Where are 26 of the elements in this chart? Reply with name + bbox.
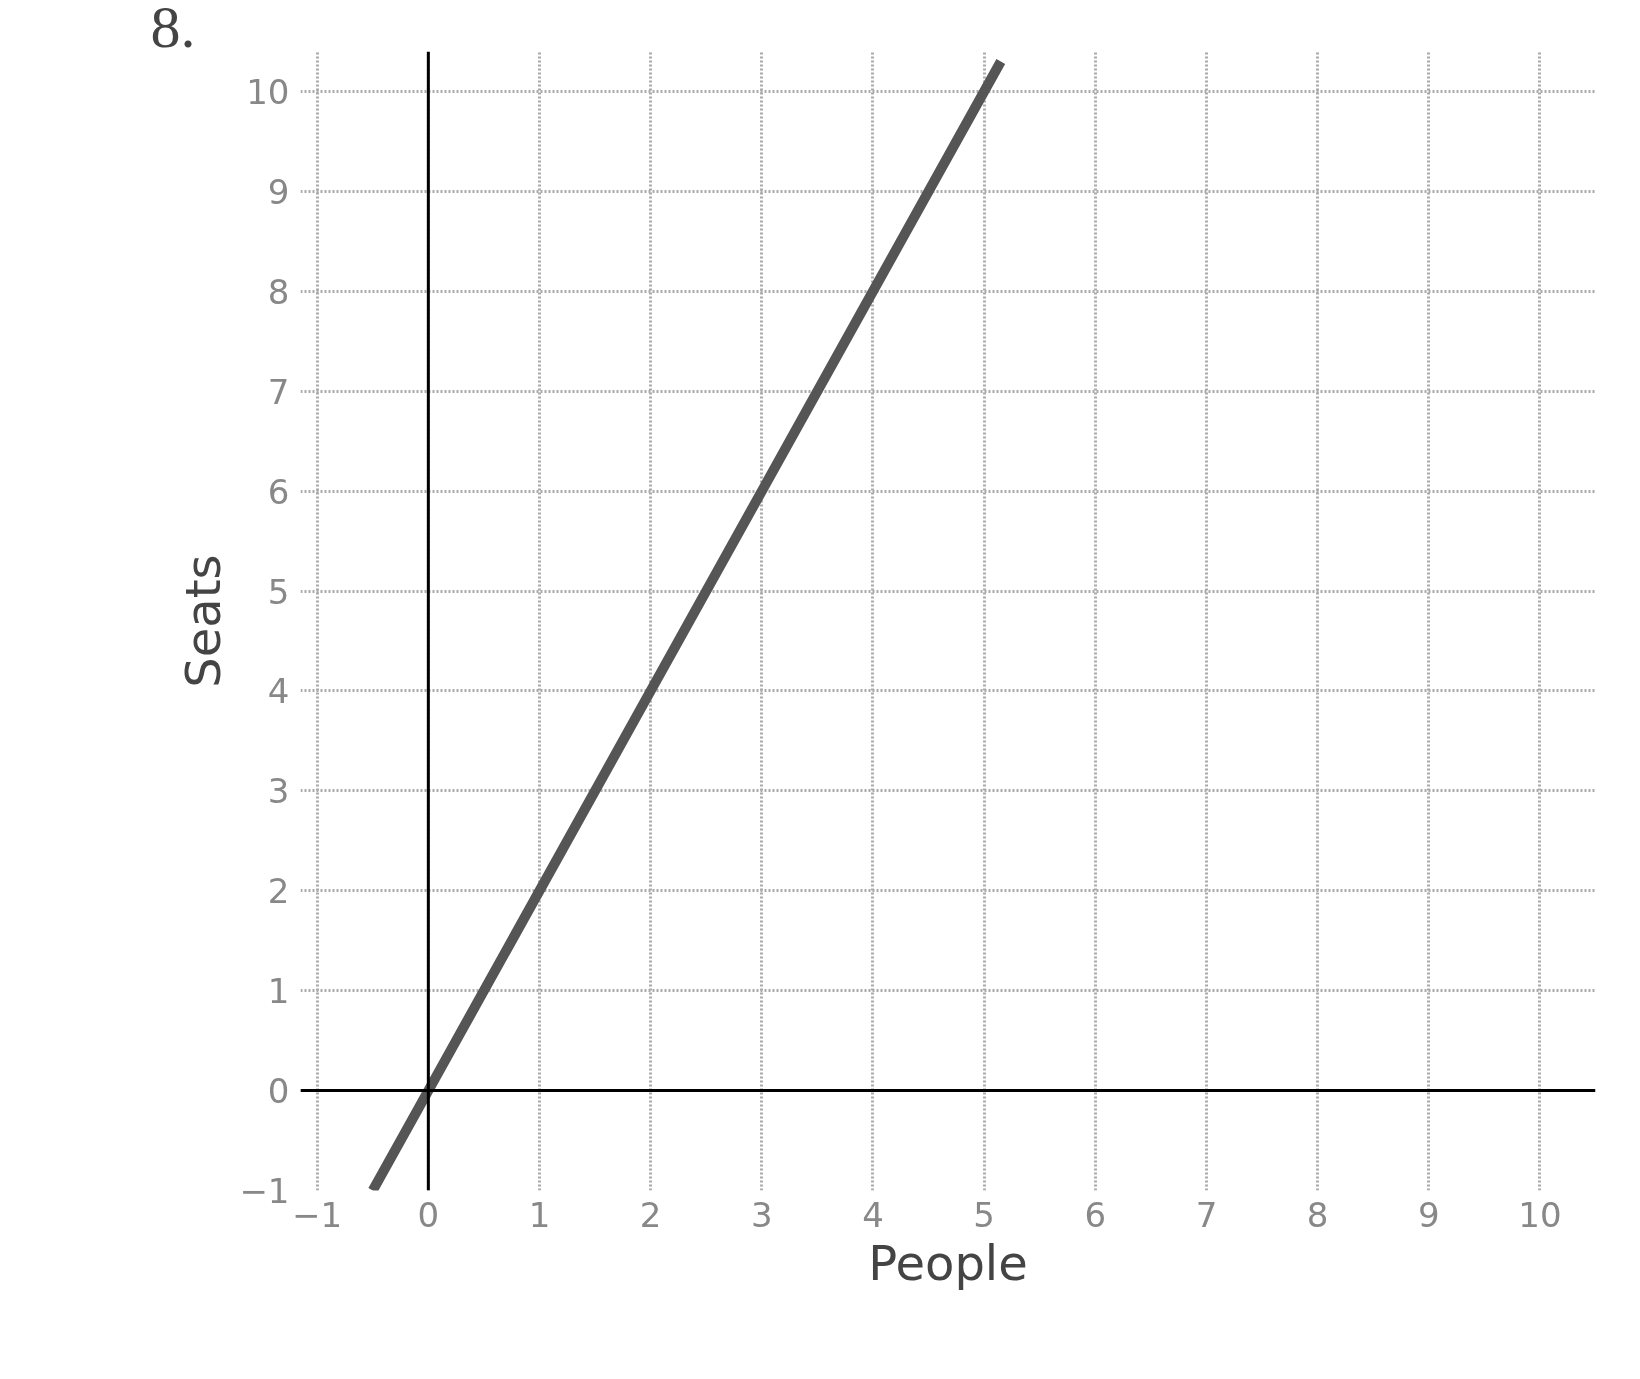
x-tick-label: 0: [417, 1194, 440, 1235]
y-tick-label: 10: [246, 71, 290, 112]
x-tick-label: 8: [1306, 1194, 1329, 1235]
y-tick-label: 8: [267, 271, 290, 312]
chart-title: 8.: [150, 0, 196, 60]
x-tick-label: 5: [973, 1194, 995, 1235]
y-tick-label: 3: [267, 771, 290, 812]
y-tick-label: 1: [267, 971, 290, 1012]
y-tick-label: 2: [267, 871, 290, 912]
x-axis-title: People: [868, 1234, 1028, 1291]
x-tick-label: 9: [1417, 1194, 1440, 1235]
y-tick-label: 9: [267, 171, 290, 212]
x-tick-label: 7: [1195, 1194, 1218, 1235]
y-tick-label: 7: [267, 371, 290, 412]
x-tick-label: 1: [528, 1194, 551, 1235]
x-tick-label: 2: [639, 1194, 662, 1235]
y-axis-title: Seats: [175, 554, 232, 688]
y-tick-label: 0: [267, 1071, 290, 1112]
x-tick-label: 6: [1084, 1194, 1107, 1235]
x-tick-label: 3: [750, 1194, 773, 1235]
y-tick-label: 4: [267, 671, 290, 712]
y-tick-label: 6: [267, 471, 290, 512]
x-tick-label: −1: [292, 1194, 343, 1235]
x-tick-label: 4: [862, 1194, 884, 1235]
y-tick-label: 5: [267, 571, 290, 612]
x-tick-label: 10: [1518, 1194, 1562, 1235]
